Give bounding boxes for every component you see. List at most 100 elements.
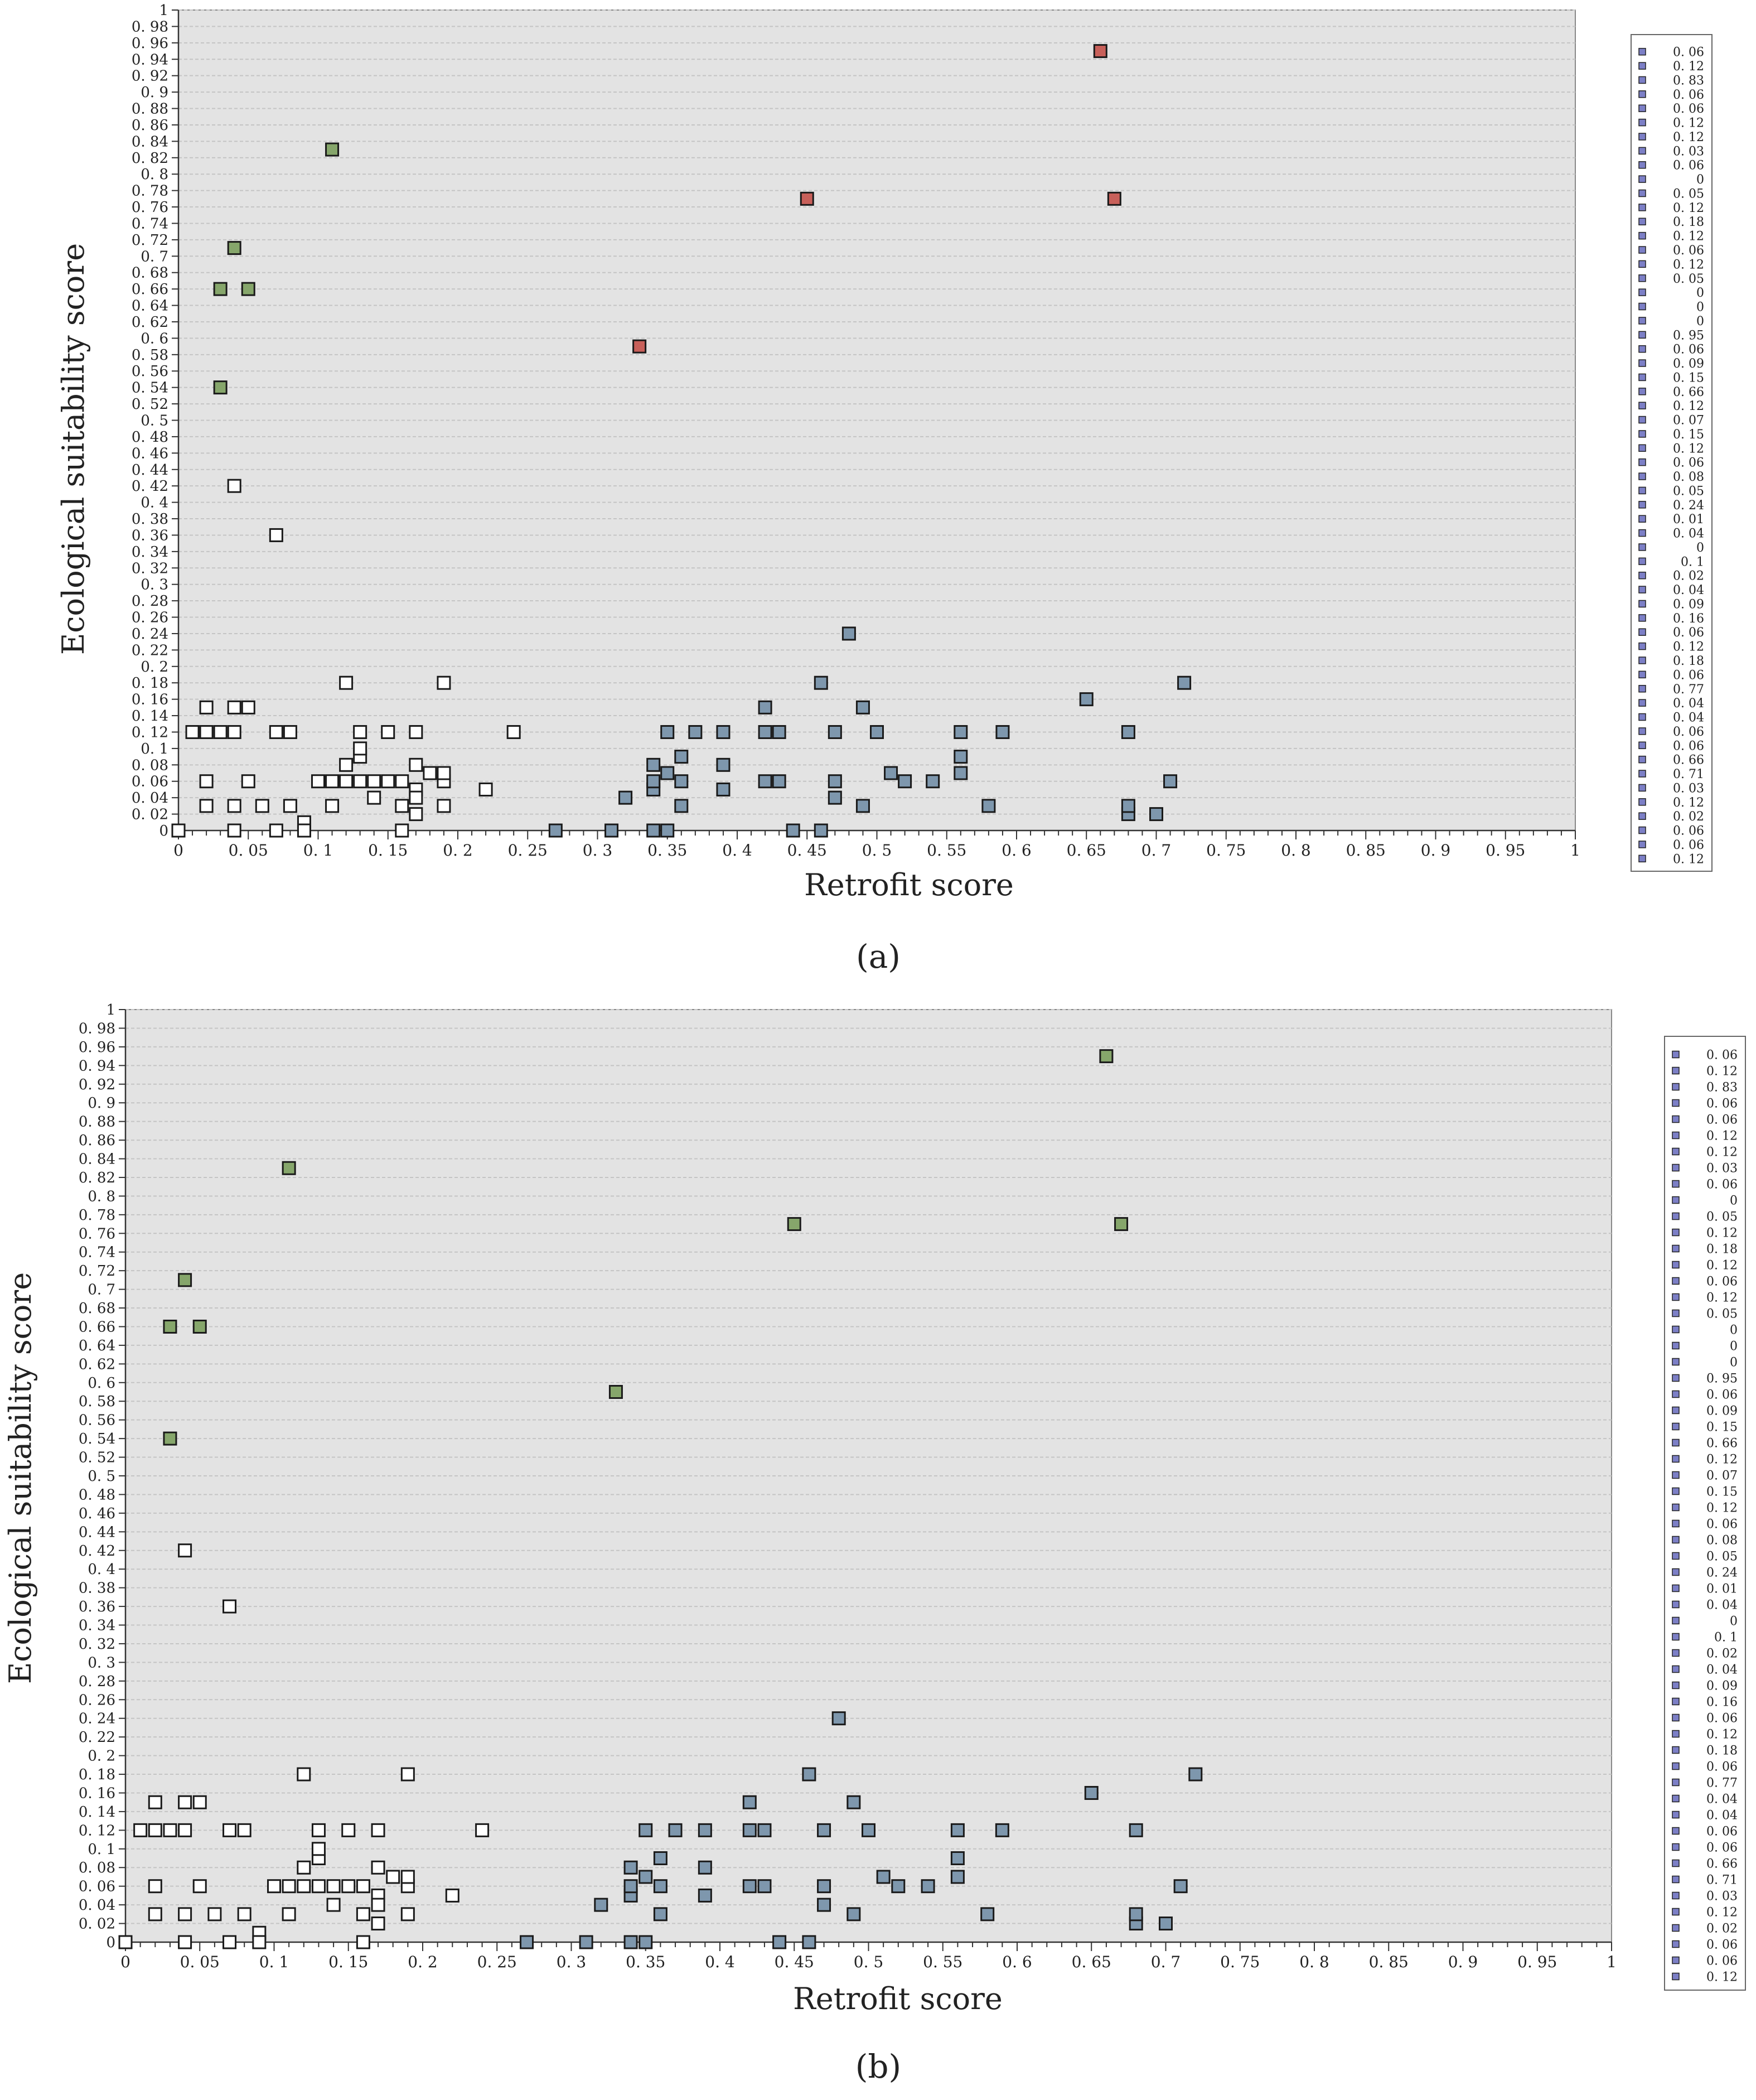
y-tick-label: 0. 38 xyxy=(132,511,168,528)
x-tick-label: 0. 75 xyxy=(1206,841,1246,860)
point-blue xyxy=(757,1879,772,1894)
legend-label: 0. 71 xyxy=(1706,1874,1738,1887)
legend-marker xyxy=(1638,826,1646,834)
x-tick-label: 0. 95 xyxy=(1486,841,1525,860)
point-blue xyxy=(653,1879,667,1894)
x-tick-label: 0 xyxy=(120,1953,130,1971)
y-tick-label: 0. 24 xyxy=(79,1711,115,1727)
y-tick-label: 1 xyxy=(106,1002,115,1018)
legend-marker xyxy=(1638,231,1646,240)
legend-marker xyxy=(1638,812,1646,820)
point-white xyxy=(282,1907,296,1922)
point-white xyxy=(409,757,423,772)
point-white xyxy=(356,1879,370,1894)
point-blue xyxy=(758,774,772,789)
legend-label: 0. 12 xyxy=(1673,852,1704,866)
y-tick-label: 0. 38 xyxy=(79,1580,115,1597)
x-tick-label: 0. 6 xyxy=(1002,841,1031,860)
legend-label: 0. 03 xyxy=(1673,781,1704,795)
legend-marker xyxy=(1638,147,1646,155)
point-blue xyxy=(1129,1823,1143,1837)
legend-marker xyxy=(1638,331,1646,339)
y-axis-b: 00. 02 0. 04 0. 06 0. 08 0. 1 0. 120. 14 0. 16… xyxy=(79,1002,127,1951)
x-tick-label: 1 xyxy=(1570,841,1580,860)
legend-marker xyxy=(1638,430,1646,438)
y-tick-label: 0. 36 xyxy=(79,1599,115,1615)
y-tick-label: 0. 92 xyxy=(79,1076,115,1093)
legend-label: 0 xyxy=(1730,1324,1738,1338)
x-tick-label: 1 xyxy=(1607,1953,1617,1971)
point-white xyxy=(395,774,409,789)
legend-marker xyxy=(1638,189,1646,197)
point-green xyxy=(178,1273,192,1287)
y-tick-label: 0. 04 xyxy=(132,790,168,807)
legend-marker xyxy=(1638,90,1646,98)
x-axis-label-b: Retrofit score xyxy=(793,1981,1003,2016)
point-blue xyxy=(891,1879,906,1894)
x-tick-label: 0. 5 xyxy=(854,1953,883,1971)
legend-box-a xyxy=(1631,34,1713,872)
legend-marker xyxy=(1672,1908,1680,1916)
y-tick-label: 0. 8 xyxy=(88,1188,115,1205)
point-white xyxy=(237,1823,251,1837)
y-tick-label: 0. 9 xyxy=(88,1095,115,1112)
legend-marker xyxy=(1672,1455,1680,1463)
point-blue xyxy=(814,823,828,838)
legend-label: 0. 06 xyxy=(1706,1049,1738,1063)
point-white xyxy=(148,1879,162,1894)
x-tick-label: 0. 45 xyxy=(775,1953,814,1971)
legend-marker xyxy=(1638,529,1646,537)
point-white xyxy=(178,1823,192,1837)
point-white xyxy=(311,774,325,789)
legend-label: 0. 15 xyxy=(1706,1485,1738,1499)
point-red xyxy=(1107,191,1121,206)
y-tick-label: 0. 62 xyxy=(132,314,168,331)
scatter-points-a xyxy=(171,44,1192,838)
legend-marker xyxy=(1672,1843,1680,1851)
legend-marker xyxy=(1672,1083,1680,1091)
y-tick-label: 0. 66 xyxy=(132,281,168,298)
legend-marker xyxy=(1638,614,1646,622)
point-white xyxy=(371,1823,385,1837)
legend-label: 0. 07 xyxy=(1706,1469,1738,1483)
y-tick-label: 0. 12 xyxy=(79,1822,115,1839)
point-blue xyxy=(638,1870,653,1884)
y-tick-label: 0. 98 xyxy=(132,18,168,35)
y-tick-label: 0. 14 xyxy=(132,708,168,725)
legend-marker xyxy=(1672,1940,1680,1948)
point-green xyxy=(241,282,255,296)
legend-marker xyxy=(1638,855,1646,863)
scatter-points-b xyxy=(118,1049,1203,1949)
x-tick-label: 0. 55 xyxy=(923,1953,962,1971)
point-white xyxy=(409,790,423,805)
point-white xyxy=(437,799,451,813)
legend-label: 0 xyxy=(1696,315,1704,329)
y-tick-label: 0. 7 xyxy=(88,1282,115,1298)
legend-marker xyxy=(1638,175,1646,183)
point-blue xyxy=(660,766,675,780)
point-blue xyxy=(855,799,870,813)
point-blue xyxy=(1188,1767,1203,1782)
legend-marker xyxy=(1672,1536,1680,1544)
point-white xyxy=(381,725,395,739)
point-blue xyxy=(758,700,772,715)
point-blue xyxy=(742,1795,757,1809)
x-tick-label: 0. 15 xyxy=(368,841,408,860)
legend-marker xyxy=(1672,1762,1680,1770)
point-white xyxy=(222,1823,237,1837)
x-tick-label: 0. 65 xyxy=(1067,841,1106,860)
legend-marker xyxy=(1672,1811,1680,1819)
point-white xyxy=(199,725,214,739)
legend-label: 0. 16 xyxy=(1706,1696,1738,1710)
y-tick-label: 0. 56 xyxy=(132,363,168,380)
y-tick-label: 0. 3 xyxy=(141,577,168,593)
y-tick-label: 0. 5 xyxy=(88,1468,115,1485)
legend-label: 0. 06 xyxy=(1673,46,1704,60)
point-blue xyxy=(638,1823,653,1837)
legend-marker xyxy=(1638,317,1646,325)
point-blue xyxy=(594,1898,608,1912)
y-tick-label: 0. 94 xyxy=(132,51,168,68)
legend-marker xyxy=(1638,713,1646,721)
point-white xyxy=(207,1907,222,1922)
point-white xyxy=(339,757,354,772)
